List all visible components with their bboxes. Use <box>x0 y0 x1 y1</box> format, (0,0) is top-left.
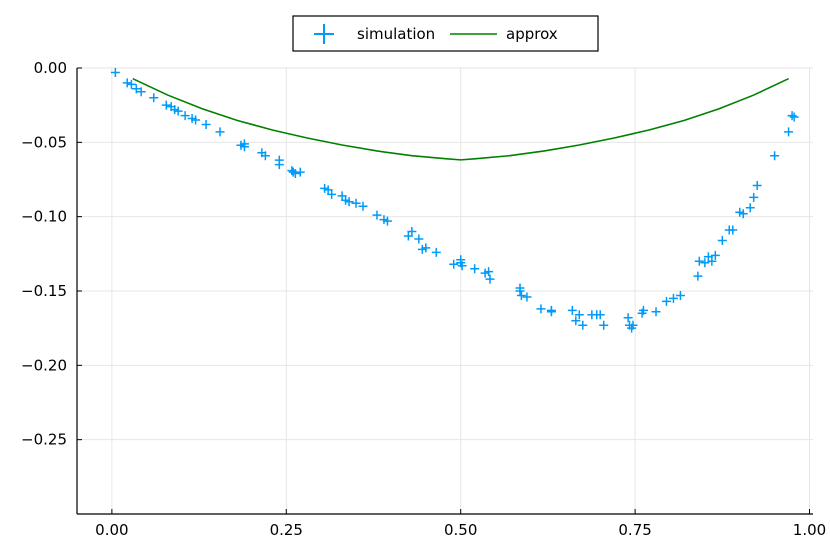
simulation-point <box>484 267 494 277</box>
x-tick-label: 0.50 <box>444 521 477 539</box>
simulation-point <box>536 304 546 314</box>
simulation-point <box>260 151 270 161</box>
simulation-point <box>738 209 748 219</box>
simulation-point <box>700 258 710 268</box>
simulation-point <box>327 189 337 199</box>
simulation-point <box>787 111 797 121</box>
simulation-point <box>110 67 120 77</box>
simulation-point <box>522 292 532 302</box>
simulation-point <box>431 247 441 257</box>
simulation-point <box>470 264 480 274</box>
simulation-point <box>191 115 201 125</box>
simulation-point <box>638 305 648 315</box>
legend-label-simulation: simulation <box>357 25 435 43</box>
simulation-point <box>358 201 368 211</box>
x-tick-label: 1.00 <box>793 521 826 539</box>
simulation-point <box>414 234 424 244</box>
simulation-point <box>789 112 799 122</box>
simulation-point <box>662 296 671 306</box>
simulation-point <box>784 127 794 137</box>
simulation-point <box>745 203 755 213</box>
y-tick-label: −0.20 <box>21 356 67 374</box>
simulation-point <box>717 235 727 245</box>
simulation-point <box>485 274 495 284</box>
simulation-point <box>201 119 211 129</box>
simulation-point <box>126 79 136 89</box>
plot-area <box>110 67 799 333</box>
simulation-point <box>215 127 225 137</box>
legend-marker-simulation <box>314 24 334 44</box>
x-tick-label: 0.75 <box>618 521 651 539</box>
simulation-point <box>344 197 354 207</box>
simulation-point <box>728 225 738 235</box>
simulation-point <box>749 192 759 202</box>
simulation-point <box>567 305 577 315</box>
simulation-point <box>421 243 431 253</box>
y-tick-label: 0.00 <box>34 59 67 77</box>
y-tick-label: −0.15 <box>21 282 67 300</box>
y-axis-ticks: 0.00 −0.05 −0.10 −0.15 −0.20 −0.25 <box>21 59 82 449</box>
simulation-point <box>149 93 159 103</box>
simulation-point <box>770 151 780 161</box>
simulation-point <box>372 210 382 220</box>
simulation-point <box>122 78 132 88</box>
approx-line <box>132 77 789 161</box>
simulation-point <box>694 256 704 266</box>
legend-label-approx: approx <box>506 25 558 43</box>
simulation-point <box>173 106 183 116</box>
simulation-point <box>546 307 556 317</box>
y-tick-label: −0.10 <box>21 208 67 226</box>
simulation-point <box>693 271 703 281</box>
simulation-point <box>449 259 459 269</box>
simulation-point <box>571 316 581 326</box>
simulation-point <box>515 286 525 296</box>
x-tick-label: 0.00 <box>95 521 128 539</box>
legend-entry-approx: approx <box>450 25 558 43</box>
simulation-point <box>623 313 633 323</box>
simulation-point <box>595 310 605 320</box>
simulation-point <box>131 84 141 94</box>
simulation-point <box>180 111 190 121</box>
simulation-point <box>628 320 638 330</box>
simulation-point <box>707 256 717 266</box>
legend-entry-simulation: simulation <box>314 24 435 44</box>
simulation-point <box>710 250 720 260</box>
y-tick-label: −0.25 <box>21 431 67 449</box>
simulation-point <box>351 198 361 208</box>
simulation-point <box>668 293 678 303</box>
simulation-point <box>407 227 417 237</box>
y-tick-label: −0.05 <box>21 133 67 151</box>
legend: simulation approx <box>292 15 599 52</box>
simulation-point <box>161 100 171 110</box>
grid <box>77 67 813 514</box>
simulation-point <box>382 216 392 226</box>
simulation-point <box>136 87 146 97</box>
simulation-point <box>516 290 526 300</box>
simulation-points <box>110 67 799 333</box>
simulation-point <box>574 310 584 320</box>
simulation-point <box>599 320 609 330</box>
simulation-point <box>651 307 661 317</box>
simulation-point <box>274 160 284 170</box>
simulation-point <box>290 169 300 179</box>
x-axis-ticks: 0.00 0.25 0.50 0.75 1.00 <box>95 509 826 539</box>
simulation-point <box>239 142 249 152</box>
legend-box <box>292 15 599 52</box>
x-tick-label: 0.25 <box>270 521 303 539</box>
simulation-point <box>752 180 762 190</box>
simulation-point <box>675 290 685 300</box>
simulation-point <box>295 167 305 177</box>
simulation-point <box>457 261 467 271</box>
simulation-point <box>578 320 588 330</box>
